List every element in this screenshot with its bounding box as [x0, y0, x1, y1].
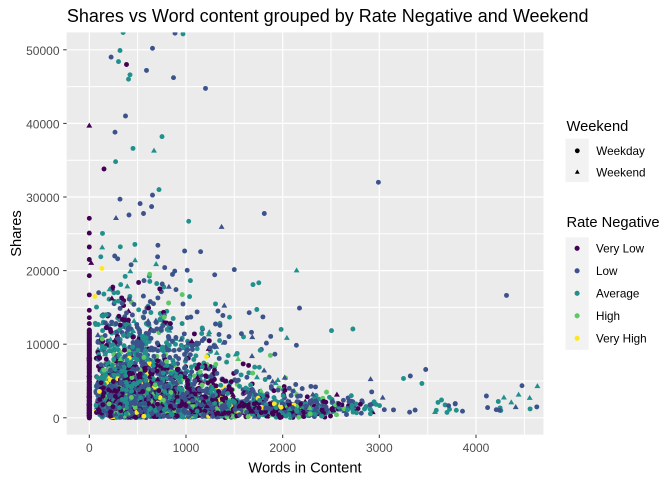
svg-text:Low: Low — [596, 265, 618, 278]
svg-text:Weekend: Weekend — [596, 166, 645, 179]
svg-text:Very High: Very High — [596, 333, 647, 346]
svg-text:4000: 4000 — [463, 441, 490, 455]
svg-text:Very Low: Very Low — [596, 243, 645, 256]
svg-text:Shares: Shares — [9, 210, 25, 257]
svg-text:1000: 1000 — [173, 441, 200, 455]
svg-text:Rate Negative: Rate Negative — [567, 215, 660, 231]
svg-text:High: High — [596, 310, 620, 323]
svg-text:10000: 10000 — [26, 338, 60, 352]
svg-text:20000: 20000 — [26, 265, 60, 279]
svg-text:2000: 2000 — [269, 441, 296, 455]
svg-text:50000: 50000 — [26, 44, 60, 58]
svg-text:30000: 30000 — [26, 191, 60, 205]
svg-text:Words in Content: Words in Content — [248, 461, 361, 477]
svg-text:0: 0 — [86, 441, 93, 455]
svg-text:3000: 3000 — [366, 441, 393, 455]
svg-text:40000: 40000 — [26, 117, 60, 131]
svg-text:Weekend: Weekend — [567, 119, 629, 135]
svg-text:Average: Average — [596, 288, 639, 301]
svg-text:Weekday: Weekday — [596, 145, 645, 158]
svg-text:Shares vs Word content grouped: Shares vs Word content grouped by Rate N… — [67, 6, 589, 26]
svg-text:0: 0 — [53, 412, 60, 426]
